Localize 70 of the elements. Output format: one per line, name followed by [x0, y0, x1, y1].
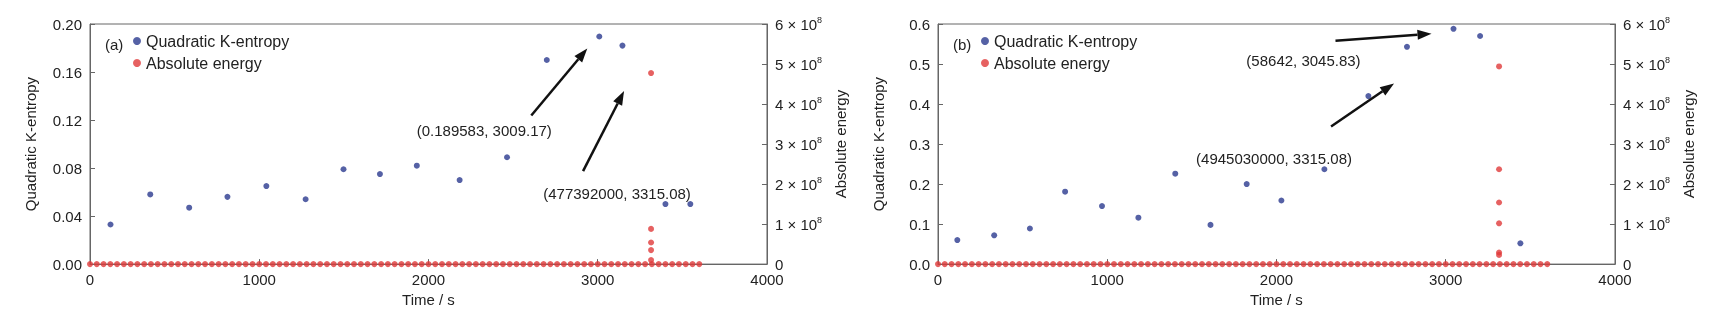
x-axis-title: Time / s — [402, 291, 455, 308]
point — [543, 57, 550, 64]
y2-tick-label: 0 — [1622, 255, 1632, 273]
point — [1365, 93, 1372, 100]
point — [1172, 170, 1179, 177]
point — [1243, 181, 1250, 188]
y-tick-label: 0.2 — [909, 175, 930, 193]
point — [1450, 25, 1457, 32]
point — [224, 193, 231, 200]
text: (a) — [105, 36, 124, 53]
y-tick-label: 0.16 — [52, 63, 82, 81]
point — [1403, 43, 1410, 50]
point — [1062, 188, 1069, 195]
point — [456, 177, 463, 184]
point — [1099, 203, 1105, 210]
x-tick-label: 2000 — [411, 271, 446, 289]
y2-axis-title: Absolute energy — [1680, 89, 1697, 199]
point — [376, 171, 383, 178]
x-axis-title: Time / s — [1250, 291, 1303, 308]
legend-label: Absolute energy — [994, 54, 1110, 72]
y-tick-label: 0.04 — [52, 207, 82, 225]
point — [263, 183, 270, 190]
y-tick-label: 0.5 — [909, 55, 930, 73]
point — [107, 221, 114, 228]
y2-tick-label: 0 — [774, 255, 784, 273]
y-tick-label: 0.08 — [52, 159, 82, 177]
annotation: (58642, 3045.83) — [1246, 52, 1361, 70]
annotation: (4945030000, 3315.08) — [1196, 149, 1353, 167]
x-tick-label: 0 — [85, 271, 95, 289]
point — [1207, 221, 1214, 228]
x-tick-label: 3000 — [1429, 271, 1463, 289]
y-tick-label: 0.1 — [909, 215, 930, 233]
point — [340, 166, 347, 173]
annotation: (477392000, 3315.08) — [543, 184, 691, 202]
y2-axis-title: Absolute energy — [832, 89, 849, 199]
point — [1517, 240, 1524, 247]
annotation: (0.189583, 3009.17) — [416, 122, 552, 140]
point — [619, 42, 626, 49]
text: (b) — [953, 36, 972, 53]
point — [991, 232, 998, 239]
point — [147, 191, 154, 198]
point — [954, 237, 961, 244]
point — [504, 154, 511, 161]
y-axis-title: Quadratic K-entropy — [870, 76, 887, 212]
point — [687, 201, 694, 208]
y-tick-label: 0.00 — [52, 255, 82, 273]
point — [186, 204, 193, 211]
x-tick-label: 3000 — [581, 271, 615, 289]
x-tick-label: 0 — [933, 271, 943, 289]
point — [1135, 214, 1142, 221]
y-tick-label: 0.20 — [52, 15, 82, 33]
point — [1477, 33, 1484, 39]
point — [302, 196, 309, 203]
y-axis-title: Quadratic K-entropy — [22, 76, 39, 212]
legend-label: Absolute energy — [146, 54, 262, 72]
x-tick-label: 2000 — [1259, 271, 1294, 289]
legend-label: Quadratic K-entropy — [994, 32, 1138, 50]
x-tick-label: 4000 — [750, 271, 784, 289]
x-tick-label: 1000 — [1090, 271, 1124, 289]
y-tick-label: 0.6 — [909, 15, 930, 33]
point — [413, 162, 420, 169]
point — [1278, 197, 1285, 204]
y-tick-label: 0.4 — [909, 95, 930, 113]
legend-label: Quadratic K-entropy — [146, 32, 290, 50]
y-tick-label: 0.0 — [909, 255, 930, 273]
point — [1026, 225, 1033, 232]
y-tick-label: 0.12 — [52, 111, 82, 129]
x-tick-label: 1000 — [242, 271, 276, 289]
x-tick-label: 4000 — [1598, 271, 1632, 289]
y-tick-label: 0.3 — [909, 135, 930, 153]
